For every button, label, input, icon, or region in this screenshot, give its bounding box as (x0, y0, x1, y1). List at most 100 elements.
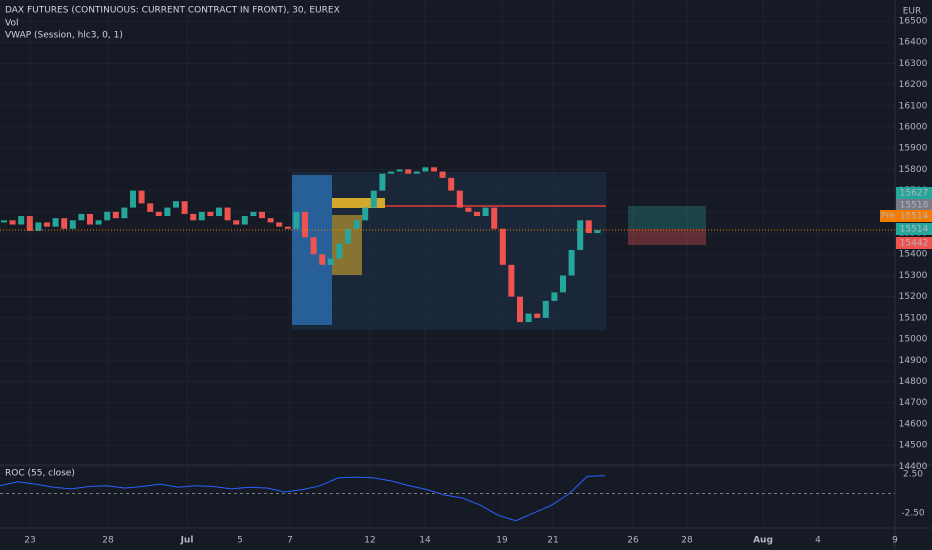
indicator-label: Vol (5, 19, 18, 29)
indicator-label: VWAP (Session, hlc3, 0, 1) (5, 31, 123, 41)
candle-body (448, 177, 455, 191)
x-tick-label: 14 (419, 536, 431, 546)
candle-body (345, 228, 351, 244)
price-badge (896, 223, 932, 235)
x-tick-label: Aug (753, 536, 773, 546)
candle-body (164, 207, 171, 217)
y-tick-label: 14600 (899, 419, 928, 429)
candle-body (405, 169, 412, 174)
price-badge-label: 15442 (900, 239, 929, 249)
price-badge (896, 210, 932, 222)
candle-body (198, 211, 205, 221)
roc-line (0, 475, 606, 522)
candle-body (465, 207, 472, 212)
x-tick-label: 23 (24, 536, 35, 546)
y-tick-label: 14500 (899, 441, 928, 451)
candle-body (44, 222, 50, 227)
candle-body (525, 313, 532, 323)
y-tick-label: 15900 (899, 144, 928, 154)
volume-profile (292, 172, 606, 330)
candle-body (577, 220, 584, 250)
candle-body (207, 211, 214, 217)
candle-body (431, 167, 437, 172)
candle-body (585, 220, 592, 234)
candle-body (456, 190, 463, 208)
candle-body (78, 213, 85, 221)
candle-body (439, 171, 446, 178)
x-tick-label: 28 (102, 536, 114, 546)
symbol-title: DAX FUTURES (CONTINUOUS: CURRENT CONTRAC… (5, 6, 340, 16)
y-tick-label: 16000 (899, 123, 928, 133)
candle-body (568, 249, 575, 276)
roc-tick-label: -2.50 (901, 508, 925, 518)
candle-body (241, 216, 248, 225)
candle-body (310, 237, 317, 255)
y-tick-label: 16300 (899, 59, 928, 69)
y-tick-label: 14900 (899, 356, 928, 366)
candle-body (508, 264, 515, 297)
y-tick-label: 16500 (899, 16, 928, 26)
candle-body (52, 218, 59, 227)
x-tick-label: 26 (627, 536, 639, 546)
candle-body (1, 220, 7, 223)
candle-body (250, 211, 257, 217)
badge-tag-label: Pre (881, 212, 896, 222)
candle-body (560, 275, 566, 293)
price-badge-label: 15627 (900, 189, 929, 199)
candle-body (517, 296, 523, 323)
candle-body (95, 220, 102, 225)
candle-body (388, 171, 394, 174)
candle-body (551, 292, 558, 301)
candle-body (35, 222, 42, 231)
x-tick-label: 21 (547, 536, 558, 546)
candle-body (302, 211, 308, 238)
candle-body (121, 207, 128, 219)
y-tick-label: 14800 (899, 377, 928, 387)
badge-tag (880, 210, 896, 222)
y-tick-label: 16100 (899, 101, 928, 111)
candle-body (293, 211, 300, 229)
x-tick-label: 4 (815, 536, 821, 546)
target-zone (628, 206, 706, 229)
candle-body (413, 171, 420, 174)
indicator-label: ROC (55, close) (5, 469, 75, 479)
price-badge-label: 15518 (900, 201, 929, 211)
candle-body (130, 190, 136, 208)
candle-body (491, 207, 498, 229)
y-tick-label: 15200 (899, 292, 928, 302)
y-tick-label: 16200 (899, 80, 928, 90)
y-tick-label: 15800 (899, 165, 928, 175)
price-badge (896, 187, 932, 199)
candle-body (259, 211, 265, 219)
candle-body (224, 207, 231, 221)
y-tick-label: 15400 (899, 250, 928, 260)
y-tick-label: 16400 (899, 38, 928, 48)
x-tick-label: 28 (681, 536, 693, 546)
candle-body (542, 300, 549, 318)
candle-body (155, 211, 162, 217)
candle-body (534, 313, 541, 318)
x-tick-label: Jul (180, 536, 194, 546)
candle-body (482, 207, 489, 217)
candle-body (87, 213, 93, 225)
candle-body (370, 190, 377, 208)
x-tick-label: 19 (496, 536, 508, 546)
candle-body (61, 218, 68, 229)
candle-body (422, 167, 429, 172)
y-tick-label: 14700 (899, 398, 928, 408)
candle-body (190, 213, 197, 221)
x-tick-label: 7 (287, 536, 293, 546)
candle-body (474, 211, 480, 217)
candle-body (499, 228, 506, 265)
candle-body (233, 220, 240, 225)
y-tick-label: 15300 (899, 271, 928, 281)
currency-label: EUR (903, 7, 922, 17)
candle-body (173, 201, 179, 208)
candle-body (26, 216, 33, 231)
candle-body (319, 254, 326, 265)
candle-body (9, 220, 16, 225)
candle-body (138, 190, 145, 204)
candle-body (362, 207, 369, 221)
candle-body (104, 211, 111, 221)
